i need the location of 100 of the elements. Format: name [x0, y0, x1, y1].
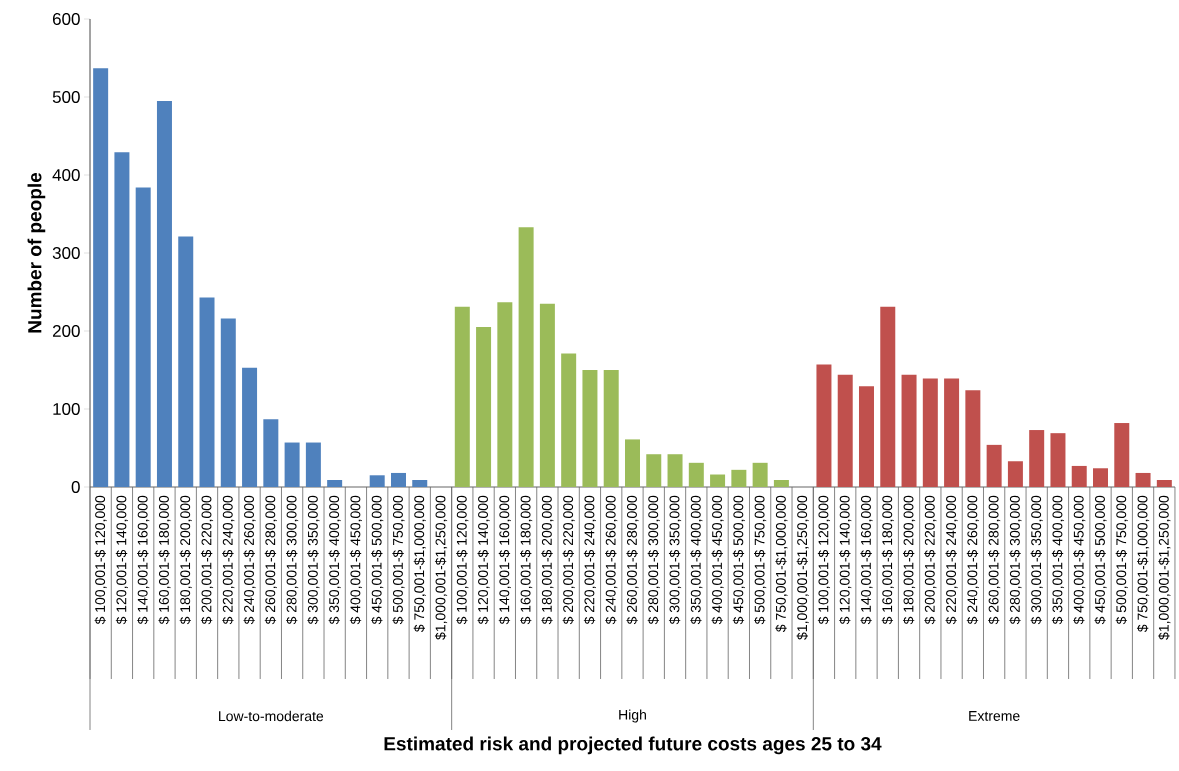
y-tick-label: 200 [52, 324, 80, 338]
x-tick-label: $ 180,001-$ 200,000 [902, 495, 916, 625]
bar [369, 475, 385, 487]
bar [1156, 479, 1172, 487]
y-axis-title: Number of people [27, 172, 46, 333]
bar [646, 454, 662, 487]
x-tick-label: $ 180,001-$ 200,000 [541, 495, 554, 625]
x-tick-label: $ 280,001-$ 300,000 [286, 495, 299, 625]
y-tick-label: 300 [52, 246, 80, 260]
x-tick-label: $ 100,001-$ 120,000 [456, 495, 469, 625]
x-tick-label: $ 160,001-$ 180,000 [158, 495, 171, 625]
bar [1135, 472, 1151, 487]
bar [199, 297, 215, 487]
x-tick-label: $ 500,001-$ 750,000 [1115, 495, 1128, 625]
y-tick-label: 100 [53, 402, 80, 416]
bar [518, 227, 534, 487]
bar [880, 306, 896, 487]
x-tick-label: $ 180,001-$ 200,000 [179, 495, 192, 625]
bar [135, 187, 151, 487]
bar [944, 378, 960, 487]
x-tick-label: $ 400,001-$ 450,000 [349, 495, 362, 625]
x-tick-label: $ 350,001-$ 400,000 [1051, 495, 1065, 625]
bar [1071, 465, 1087, 487]
bar [603, 369, 619, 487]
bar [263, 419, 279, 487]
text: Low-to-moderate [219, 710, 324, 722]
bar [731, 469, 747, 487]
x-tick-label: $ 260,001-$ 280,000 [264, 495, 277, 625]
bar [624, 439, 640, 487]
bar [1114, 423, 1130, 487]
bar [220, 318, 236, 487]
bar [156, 100, 172, 487]
x-tick-label: $ 280,001-$ 300,000 [1009, 495, 1022, 625]
x-tick-label: $ 500,001-$ 750,000 [392, 495, 405, 625]
x-tick-label: $ 300,001-$ 350,000 [668, 495, 682, 625]
bar [1093, 468, 1109, 487]
x-tick-label: $ 750,001-$1,000,000 [775, 495, 788, 633]
bar [497, 302, 513, 487]
x-tick-label: $ 400,001-$ 450,000 [1073, 495, 1086, 625]
bar [561, 353, 577, 487]
y-tick-label: 400 [52, 168, 80, 182]
x-tick-label: $ 240,001-$ 260,000 [243, 495, 256, 625]
bar [922, 378, 938, 487]
x-tick-label: $ 240,001-$ 260,000 [605, 495, 618, 625]
bar [688, 462, 704, 487]
x-tick-label: $ 140,001-$ 160,000 [498, 495, 511, 625]
y-tick-label: 600 [52, 12, 80, 26]
bar [901, 374, 917, 487]
x-tick-label: $1,000,001-$1,250,000 [796, 495, 809, 640]
x-tick-label: $ 200,001-$ 220,000 [562, 495, 575, 625]
x-tick-label: $ 160,001-$ 180,000 [520, 495, 533, 625]
bar [178, 236, 194, 487]
bar [412, 479, 428, 487]
bar [305, 442, 321, 487]
bar [1007, 461, 1023, 487]
x-tick-label: $ 240,001-$ 260,000 [966, 495, 979, 625]
x-tick-label: $ 120,001-$ 140,000 [115, 495, 128, 625]
bar [986, 444, 1002, 487]
bar [1029, 430, 1045, 487]
bar [327, 479, 343, 487]
x-tick-label: $ 140,001-$ 160,000 [137, 495, 150, 625]
bar [965, 390, 981, 487]
x-tick-label: $ 140,001-$ 160,000 [860, 495, 873, 625]
x-tick-label: $ 300,001-$ 350,000 [1030, 495, 1043, 625]
y-tick-label: 500 [52, 90, 80, 104]
x-tick-label: $ 220,001-$ 240,000 [583, 495, 597, 625]
x-tick-label: $ 450,001-$ 500,000 [732, 495, 745, 625]
bar [582, 369, 598, 487]
bar [539, 303, 555, 487]
x-tick-label: $ 260,001-$ 280,000 [626, 495, 639, 625]
x-tick-label: $ 260,001-$ 280,000 [988, 495, 1001, 625]
x-tick-label: $ 220,001-$ 240,000 [945, 495, 958, 625]
bar [710, 474, 726, 487]
x-tick-label: $ 500,001-$ 750,000 [754, 495, 767, 625]
bar [114, 152, 130, 487]
text: Estimated risk and projected future costs ages 25 to 34 [384, 736, 882, 755]
bar [816, 364, 832, 487]
x-tick-label: $ 100,001-$ 120,000 [94, 495, 107, 625]
bar [454, 306, 470, 487]
x-tick-label: $ 120,001-$ 140,000 [839, 495, 852, 625]
x-tick-label: $ 400,001-$ 450,000 [711, 495, 724, 625]
x-tick-label: $1,000,001-$1,250,000 [434, 495, 448, 640]
y-tick-label: 0 [71, 480, 80, 494]
x-tick-label: $ 220,001-$ 240,000 [222, 495, 235, 625]
bar [242, 367, 258, 487]
x-tick-label: $ 160,001-$ 180,000 [881, 495, 894, 625]
bar [752, 462, 768, 487]
bar [390, 472, 406, 487]
bar [858, 386, 874, 487]
x-tick-label: $ 120,001-$ 140,000 [477, 495, 490, 625]
x-tick-label: $ 450,001-$ 500,000 [1094, 495, 1107, 625]
bar [1050, 433, 1066, 487]
bar [667, 454, 683, 487]
x-tick-label: $ 750,001-$1,000,000 [413, 495, 426, 633]
bar [837, 374, 853, 487]
text: High [619, 709, 646, 723]
x-tick-label: $ 300,001-$ 350,000 [307, 495, 320, 625]
x-tick-label: $ 350,001-$ 400,000 [690, 495, 703, 625]
bar [773, 479, 789, 487]
text: Extreme [969, 711, 1020, 721]
